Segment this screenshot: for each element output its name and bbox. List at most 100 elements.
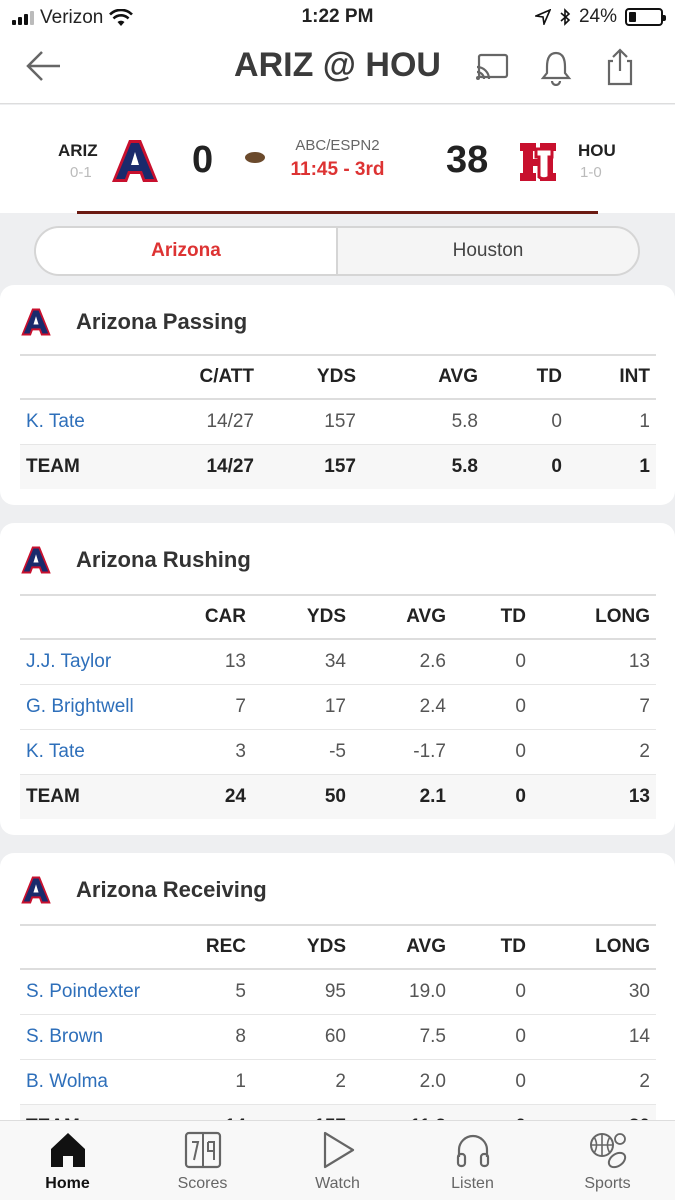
card-title: Arizona Rushing <box>76 547 251 572</box>
stat-cell: 5.8 <box>362 444 484 489</box>
tab-label: Scores <box>177 1175 228 1192</box>
rushing-table: CAR YDS AVG TD LONG J.J. Taylor 13 34 2.… <box>20 594 656 819</box>
stat-cell: 0 <box>452 729 532 775</box>
tab-sports[interactable]: Sports <box>540 1121 675 1200</box>
play-icon <box>323 1131 354 1169</box>
player-link[interactable]: B. Wolma <box>20 1059 190 1105</box>
arizona-logo <box>21 308 51 336</box>
tab-label: Watch <box>315 1175 360 1192</box>
stat-cell: 0 <box>452 969 532 1015</box>
receiving-table: REC YDS AVG TD LONG S. Poindexter 5 95 1… <box>20 924 656 1149</box>
column-header: CAR <box>190 595 252 640</box>
player-link[interactable]: J.J. Taylor <box>20 639 190 685</box>
home-team-score: 38 <box>446 139 489 181</box>
rushing-card: Arizona Rushing CAR YDS AVG TD LONG J.J.… <box>0 523 675 835</box>
stat-cell: 2 <box>532 729 656 775</box>
stat-cell: 17 <box>252 684 352 730</box>
stat-cell: -1.7 <box>352 729 452 775</box>
column-header: TD <box>452 925 532 970</box>
headphones-icon <box>456 1134 489 1168</box>
arizona-logo <box>21 546 51 574</box>
signal-icon <box>12 11 34 25</box>
stat-cell: 2.1 <box>352 774 452 819</box>
tab-watch[interactable]: Watch <box>270 1121 405 1200</box>
stat-cell: 95 <box>252 969 352 1015</box>
segment-arizona[interactable]: Arizona <box>36 228 338 274</box>
share-icon[interactable] <box>601 48 639 86</box>
team-total-row: TEAM 14/27 157 5.8 0 1 <box>20 444 656 489</box>
stat-cell: 3 <box>190 729 252 775</box>
stat-cell: 19.0 <box>352 969 452 1015</box>
table-row: K. Tate 3 -5 -1.7 0 2 <box>20 729 656 775</box>
home-team-abbr: HOU <box>578 141 616 160</box>
team-label: TEAM <box>20 444 190 489</box>
away-team-score: 0 <box>192 139 214 181</box>
scoreboard-divider <box>77 211 598 214</box>
tab-label: Listen <box>451 1175 494 1192</box>
stat-cell: 0 <box>452 774 532 819</box>
table-row: S. Poindexter 5 95 19.0 0 30 <box>20 969 656 1015</box>
player-link[interactable]: S. Poindexter <box>20 969 190 1015</box>
carrier-label: Verizon <box>40 7 104 28</box>
away-team-record: 0-1 <box>70 164 92 181</box>
stat-cell: 2 <box>532 1059 656 1105</box>
stat-cell: 0 <box>452 1059 532 1105</box>
stat-cell: 0 <box>484 399 568 445</box>
stat-cell: 1 <box>190 1059 252 1105</box>
column-header: YDS <box>252 595 352 640</box>
stat-cell: 0 <box>452 639 532 685</box>
player-link[interactable]: K. Tate <box>20 399 190 445</box>
column-header: YDS <box>252 925 352 970</box>
table-row: K. Tate 14/27 157 5.8 0 1 <box>20 399 656 445</box>
stat-cell: 5 <box>190 969 252 1015</box>
passing-card: Arizona Passing C/ATT YDS AVG TD INT K. … <box>0 285 675 505</box>
scoreboard[interactable]: ARIZ 0-1 0 ABC/ESPN2 11:45 - 3rd 38 HOU … <box>0 105 675 214</box>
game-clock: 11:45 - 3rd <box>290 159 385 180</box>
stat-cell: 1 <box>568 399 656 445</box>
table-header-row: C/ATT YDS AVG TD INT <box>20 355 656 400</box>
team-segmented-control: Arizona Houston <box>34 226 640 276</box>
stat-cell: 0 <box>452 684 532 730</box>
battery-icon <box>625 8 666 26</box>
cast-icon[interactable] <box>473 48 511 86</box>
tab-scores[interactable]: Scores <box>135 1121 270 1200</box>
column-header: YDS <box>260 355 362 400</box>
player-link[interactable]: K. Tate <box>20 729 190 775</box>
page-title: ARIZ @ HOU <box>234 46 441 84</box>
stat-cell: 14/27 <box>190 399 260 445</box>
home-icon <box>50 1133 85 1167</box>
scores-icon <box>184 1131 221 1169</box>
card-title: Arizona Passing <box>76 309 248 334</box>
tab-label: Sports <box>584 1175 631 1192</box>
table-row: S. Brown 8 60 7.5 0 14 <box>20 1014 656 1060</box>
column-header: TD <box>452 595 532 640</box>
status-time: 1:22 PM <box>301 6 374 27</box>
column-header: LONG <box>532 925 656 970</box>
segment-houston[interactable]: Houston <box>452 240 524 261</box>
player-link[interactable]: G. Brightwell <box>20 684 190 730</box>
broadcast-network: ABC/ESPN2 <box>295 137 380 154</box>
arizona-logo <box>112 140 158 182</box>
table-row: G. Brightwell 7 17 2.4 0 7 <box>20 684 656 730</box>
stat-cell: 157 <box>260 399 362 445</box>
bell-icon[interactable] <box>537 48 575 87</box>
stat-cell: 2.4 <box>352 684 452 730</box>
stat-cell: -5 <box>252 729 352 775</box>
stat-cell: 2.6 <box>352 639 452 685</box>
back-arrow-icon[interactable] <box>24 48 64 84</box>
wifi-icon <box>109 9 134 26</box>
stat-cell: 0 <box>452 1014 532 1060</box>
stat-cell: 13 <box>532 639 656 685</box>
table-row: B. Wolma 1 2 2.0 0 2 <box>20 1059 656 1105</box>
table-header-row: REC YDS AVG TD LONG <box>20 925 656 970</box>
stat-cell: 5.8 <box>362 399 484 445</box>
player-link[interactable]: S. Brown <box>20 1014 190 1060</box>
column-header: REC <box>190 925 252 970</box>
battery-percent: 24% <box>578 6 617 27</box>
tab-listen[interactable]: Listen <box>405 1121 540 1200</box>
column-header: AVG <box>352 595 452 640</box>
column-header: C/ATT <box>190 355 260 400</box>
stat-cell: 14/27 <box>190 444 260 489</box>
tab-home[interactable]: Home <box>0 1121 135 1200</box>
tab-label: Home <box>45 1175 90 1192</box>
